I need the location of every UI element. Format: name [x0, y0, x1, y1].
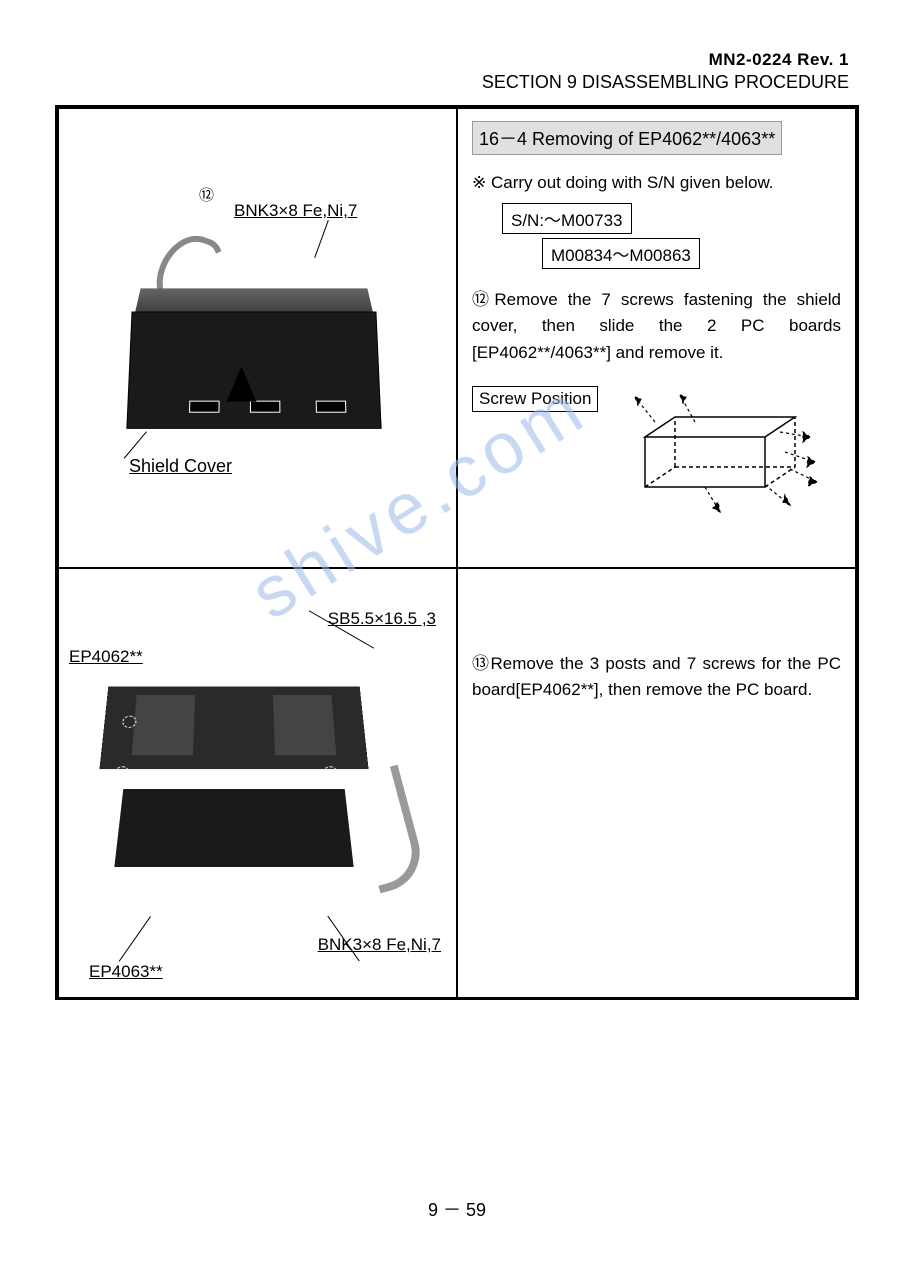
- post-marker-icon: [114, 766, 130, 779]
- slot-shape: [316, 401, 347, 413]
- page: MN2-0224 Rev. 1 SECTION 9 DISASSEMBLING …: [0, 0, 914, 1272]
- post-marker-icon: [122, 716, 137, 728]
- step-13-text: ⑬Remove the 3 posts and 7 screws for the…: [472, 651, 841, 704]
- post-spec-label: SB5.5×16.5 ,3: [328, 609, 436, 629]
- post-marker-icon: [323, 766, 339, 779]
- screw-position-diagram: [585, 377, 825, 527]
- step-number-icon: ⑫: [472, 290, 494, 309]
- section-title: SECTION 9 DISASSEMBLING PROCEDURE: [55, 72, 849, 93]
- screw-position-label: Screw Position: [472, 386, 598, 412]
- step-number-icon: ⑬: [472, 654, 490, 673]
- slot-shape: [189, 401, 220, 413]
- sn-range-2: M00834～M00863: [542, 238, 700, 269]
- screw-spec-label: BNK3×8 Fe,Ni,7: [234, 201, 357, 221]
- step-body: Remove the 7 screws fastening the shield…: [472, 290, 841, 362]
- panel-top-right: 16－4 Removing of EP4062**/4063** ※ Carry…: [457, 108, 856, 568]
- strap-shape: [349, 765, 428, 894]
- panel-bottom-right: ⑬Remove the 3 posts and 7 screws for the…: [457, 568, 856, 998]
- step-body: Remove the 3 posts and 7 screws for the …: [472, 654, 841, 699]
- bottom-board-shape: [114, 789, 353, 867]
- shield-cover-label: Shield Cover: [129, 456, 232, 477]
- page-header: MN2-0224 Rev. 1 SECTION 9 DISASSEMBLING …: [55, 50, 859, 93]
- doc-revision: MN2-0224 Rev. 1: [55, 50, 849, 70]
- panel-bottom-left: SB5.5×16.5 ,3 EP4062** BNK3×8 Fe,Ni,7 EP…: [58, 568, 457, 998]
- sn-note: ※ Carry out doing with S/N given below.: [472, 173, 841, 193]
- top-board-shape: [99, 687, 368, 769]
- direction-arrow-icon: [227, 367, 257, 402]
- step-12-text: ⑫Remove the 7 screws fastening the shiel…: [472, 287, 841, 366]
- pc-boards-figure: [84, 649, 404, 949]
- post-marker-icon: [314, 716, 329, 728]
- content-grid: ⑫ BNK3×8 Fe,Ni,7 Shield Cover 16－4 Remov…: [55, 105, 859, 1000]
- shield-cover-figure: [89, 229, 409, 459]
- page-number: 9 － 59: [0, 1196, 914, 1222]
- subsection-heading: 16－4 Removing of EP4062**/4063**: [472, 121, 782, 155]
- panel-top-left: ⑫ BNK3×8 Fe,Ni,7 Shield Cover: [58, 108, 457, 568]
- callout-12: ⑫: [199, 184, 214, 205]
- slot-shape: [250, 401, 280, 413]
- screw-spec-label-2: BNK3×8 Fe,Ni,7: [318, 935, 441, 955]
- sn-range-1: S/N:～M00733: [502, 203, 632, 234]
- ep4063-label: EP4063**: [89, 962, 163, 982]
